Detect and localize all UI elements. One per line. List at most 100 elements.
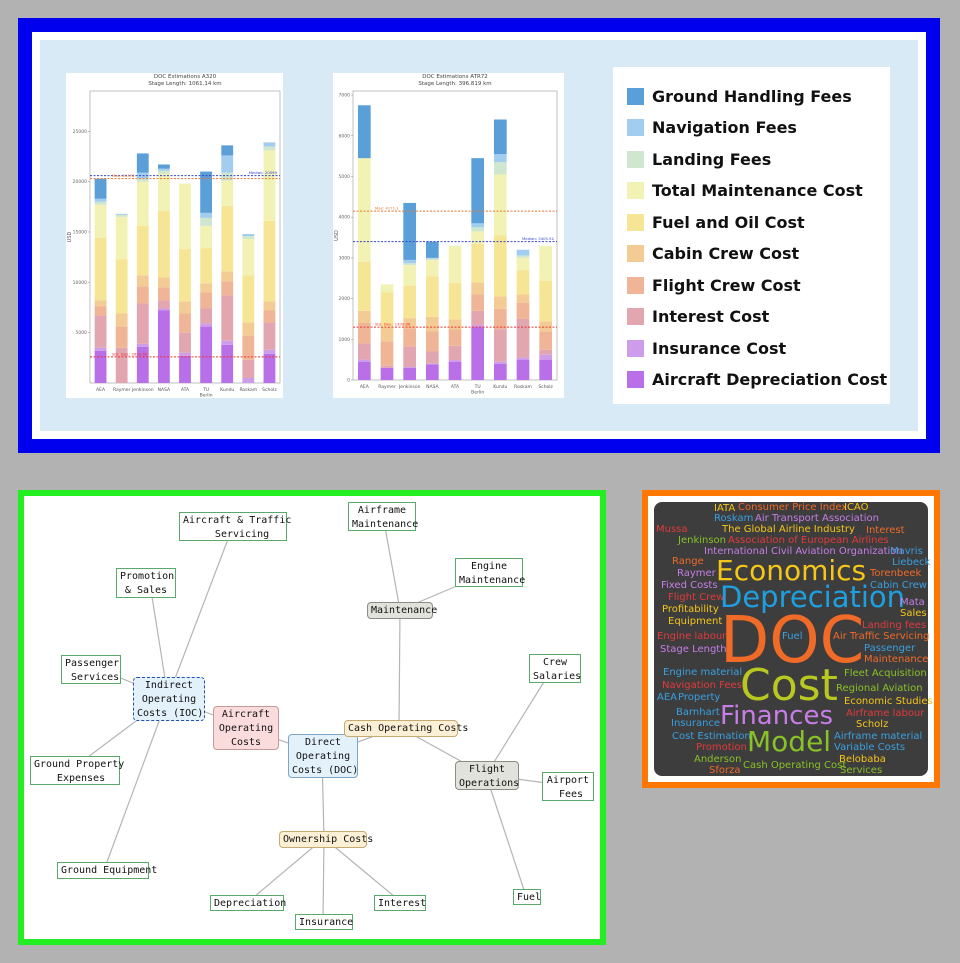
legend-item: Navigation Fees <box>627 116 797 140</box>
atr72-bar-segment <box>380 327 394 342</box>
node-insurance[interactable]: Insurance <box>295 914 353 930</box>
atr72-bar-segment <box>403 318 417 329</box>
node-ground-equipment[interactable]: Ground Equipment <box>57 862 157 879</box>
a320-bar-segment <box>200 283 213 293</box>
atr72-bar-segment <box>425 258 439 260</box>
legend-item: Insurance Cost <box>627 336 786 360</box>
a320-xtick-label: NASA <box>158 387 171 393</box>
atr72-bar-segment <box>403 263 417 266</box>
node-maintenance[interactable]: Maintenance <box>367 602 437 619</box>
node-ownership-costs[interactable]: Ownership Costs <box>279 831 373 848</box>
atr72-bar-segment <box>380 284 394 293</box>
atr72-bar-segment <box>539 359 553 380</box>
node-aircraft-traffic-servicing[interactable]: Aircraft & Traffic Servicing <box>179 512 291 541</box>
legend-label: Cabin Crew Cost <box>652 244 800 263</box>
wordcloud-word: International Civil Aviation Organizatio… <box>704 546 903 557</box>
wordcloud-word: Association of European Airlines <box>728 535 889 546</box>
atr72-bar-segment <box>516 270 530 295</box>
a320-bar-segment <box>200 225 213 249</box>
a320-bar-segment <box>242 359 255 378</box>
a320-ytick-label: 10000 <box>73 280 87 286</box>
legend-label: Navigation Fees <box>652 118 797 137</box>
atr72-bar-segment <box>493 162 507 175</box>
node-direct-operating-costs[interactable]: Direct Operating Costs (DOC) <box>288 734 358 778</box>
wordcloud-word: IATA <box>714 503 736 514</box>
legend-label: Aircraft Depreciation Cost <box>652 370 888 389</box>
a320-bar-segment <box>242 335 255 360</box>
atr72-ytick-label: 4000 <box>339 215 351 221</box>
a320-ytick-label: 5000 <box>76 330 88 336</box>
node-crew-salaries[interactable]: Crew Salaries <box>529 654 581 683</box>
a320-xtick-label: Berlin <box>200 393 213 399</box>
atr72-ytick-label: 3000 <box>339 255 351 261</box>
a320-bar-segment <box>263 310 276 323</box>
a320-bar-segment <box>263 150 276 221</box>
node-fuel[interactable]: Fuel <box>513 889 541 905</box>
legend-swatch <box>627 213 644 231</box>
wordcloud-word: Cash Operating Cost <box>743 760 847 771</box>
a320-xtick-label: Roskam <box>239 387 257 393</box>
atr72-bar-segment <box>425 259 439 277</box>
a320-bar-segment <box>263 142 276 147</box>
node-passenger-services[interactable]: Passenger Services <box>61 655 121 684</box>
legend-swatch <box>627 308 644 325</box>
node-flight-operations[interactable]: Flight Operations <box>455 761 519 790</box>
legend-item: Total Maintenance Cost <box>627 179 863 203</box>
a320-bar-segment <box>221 344 234 383</box>
a320-bar-segment <box>200 292 213 309</box>
a320-reference-label: Max: 20378 <box>112 173 135 178</box>
legend-swatch <box>627 245 644 262</box>
atr72-bar-segment <box>493 119 507 155</box>
atr72-bar-segment <box>403 366 417 368</box>
wordcloud-word: Passenger <box>864 643 916 654</box>
wordcloud-word: Stage Length <box>660 644 727 655</box>
node-indirect-operating-costs[interactable]: Indirect Operating Costs (IOC) <box>133 677 205 721</box>
wordcloud-word: Property <box>678 692 721 703</box>
atr72-bar-segment <box>357 359 371 362</box>
a320-xtick-label: Jenkinson <box>131 387 154 393</box>
atr72-bar-segment <box>516 257 530 271</box>
a320-bar-segment <box>179 352 191 356</box>
atr72-bar-segment <box>380 365 394 368</box>
node-depreciation[interactable]: Depreciation <box>210 895 286 911</box>
wordcloud-word: Fleet Acquisition <box>844 668 927 679</box>
a320-bar-segment <box>115 259 128 314</box>
atr72-xtick-label: ATA <box>451 384 460 390</box>
node-aircraft-operating-costs[interactable]: Aircraft Operating Costs <box>213 706 279 750</box>
a320-bar-segment <box>200 212 213 218</box>
atr72-xtick-label: AEA <box>360 384 370 390</box>
a320-bar-segment <box>136 153 149 173</box>
node-engine-maintenance[interactable]: Engine Maintenance <box>455 558 525 587</box>
legend-swatch <box>627 339 644 357</box>
node-airport-fees[interactable]: Airport Fees <box>542 772 594 801</box>
atr72-bar-segment <box>539 354 553 360</box>
atr72-bar-segment <box>516 359 530 380</box>
legend-swatch <box>627 119 644 136</box>
a320-bar-segment <box>94 347 107 351</box>
a320-bar-segment <box>157 170 170 174</box>
node-promotion-sales[interactable]: Promotion & Sales <box>116 568 176 598</box>
edge-ownership-interest <box>323 837 402 903</box>
a320-subtitle: Stage Length: 1061.14 km <box>148 81 221 87</box>
a320-bar-segment <box>94 300 107 307</box>
a320-bar-segment <box>263 146 276 151</box>
legend-swatch <box>627 276 644 294</box>
atr72-bar-segment <box>357 310 371 324</box>
a320-bar-segment <box>221 281 234 296</box>
wordcloud-word: Economics <box>716 554 867 587</box>
node-airframe-maintenance[interactable]: Airframe Maintenance <box>348 502 418 531</box>
node-interest[interactable]: Interest <box>374 895 426 911</box>
wordcloud-word: Model <box>747 725 832 758</box>
atr72-bar-segment <box>380 292 394 328</box>
atr72-bar-segment <box>425 331 439 352</box>
wordcloud-word: Regional Aviation <box>836 683 923 694</box>
wordcloud-word: Cabin Crew <box>870 580 927 591</box>
node-cash-operating-costs[interactable]: Cash Operating Costs <box>344 720 468 737</box>
atr72-ytick-label: 6000 <box>339 133 351 139</box>
mindmap-panel: Aircraft & Traffic Servicing Promotion &… <box>24 496 600 939</box>
edge-ioc-aircraft-traffic <box>167 525 234 698</box>
node-ground-property-expenses[interactable]: Ground Property Expenses <box>30 756 124 785</box>
wordcloud-word: Services <box>840 765 883 776</box>
wordcloud-word: Mata <box>900 597 925 608</box>
atr72-bar-segment <box>425 316 439 332</box>
